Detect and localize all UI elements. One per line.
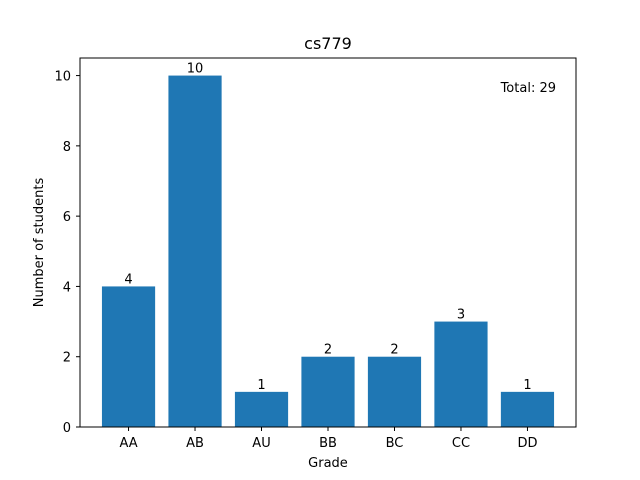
bar-bb [301, 356, 355, 427]
x-tick-label: CC [452, 436, 470, 451]
data-label-au: 1 [257, 378, 265, 393]
bar-aa [101, 286, 156, 427]
bar-dd [500, 391, 555, 427]
x-tick-label: AA [119, 436, 137, 451]
bar-au [234, 391, 289, 427]
data-labels-layer: 4 10 1 2 2 3 1 [124, 62, 531, 393]
y-tick-label: 6 [63, 210, 71, 225]
bar-cc [434, 321, 488, 427]
x-tick-label: AU [252, 436, 270, 451]
x-tick-label: BB [319, 436, 337, 451]
data-label-bc: 2 [390, 343, 398, 358]
y-tick-label: 8 [63, 140, 71, 155]
data-label-ab: 10 [187, 62, 204, 77]
y-tick-label: 0 [63, 421, 71, 436]
x-tick-label: AB [186, 436, 204, 451]
x-tick-label: DD [517, 436, 537, 451]
y-axis-label: Number of students [32, 178, 47, 308]
data-label-bb: 2 [324, 343, 332, 358]
bars-layer [101, 75, 555, 428]
y-tick-label: 10 [54, 70, 71, 85]
y-tick-label: 4 [63, 280, 71, 295]
data-label-aa: 4 [124, 272, 132, 287]
bar-bc [367, 356, 422, 427]
total-annotation: Total: 29 [500, 81, 556, 96]
y-tick-label: 2 [63, 351, 71, 366]
data-label-cc: 3 [457, 308, 465, 323]
chart-title: cs779 [304, 34, 352, 53]
bar-ab [168, 75, 222, 428]
plot-frame [79, 57, 577, 428]
y-axis-ticks: 0 2 4 6 8 10 [54, 70, 80, 436]
x-tick-label: BC [386, 436, 404, 451]
x-axis-ticks: AA AB AU BB BC CC DD [119, 427, 537, 451]
x-axis-label: Grade [308, 456, 348, 471]
data-label-dd: 1 [523, 378, 531, 393]
